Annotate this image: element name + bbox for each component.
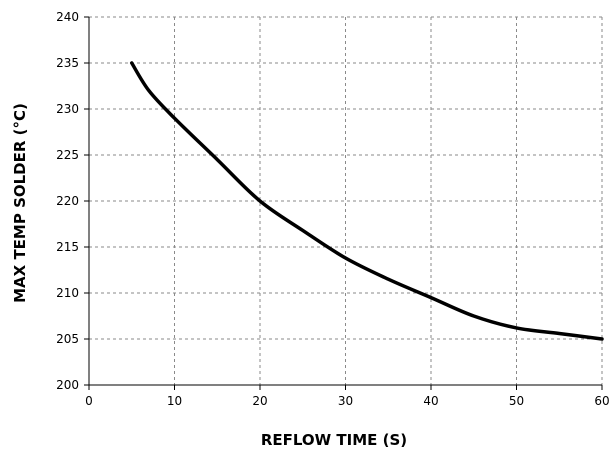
y-tick-label: 225 — [56, 148, 79, 162]
y-tick-label: 210 — [56, 286, 79, 300]
tick-labels: 0 10 20 30 40 50 60 200 205 210 215 220 225 230 235 240 — [56, 10, 610, 408]
x-tick-label: 50 — [509, 394, 524, 408]
y-tick-label: 205 — [56, 332, 79, 346]
y-tick-label: 215 — [56, 240, 79, 254]
y-tick-label: 200 — [56, 378, 79, 392]
series-layer — [130, 61, 604, 341]
y-tick-label: 240 — [56, 10, 79, 24]
series-line — [130, 61, 604, 341]
y-tick-label: 230 — [56, 102, 79, 116]
x-tick-label: 30 — [338, 394, 353, 408]
x-tick-label: 60 — [594, 394, 609, 408]
x-tick-label: 10 — [167, 394, 182, 408]
x-tick-label: 20 — [252, 394, 267, 408]
x-tick-label: 0 — [85, 394, 93, 408]
x-tick-label: 40 — [423, 394, 438, 408]
y-axis-title: MAX TEMP SOLDER (°C) — [11, 103, 29, 303]
axes — [84, 16, 603, 390]
x-axis-title: REFLOW TIME (S) — [261, 431, 407, 449]
y-tick-label: 220 — [56, 194, 79, 208]
grid-lines — [89, 16, 603, 385]
y-tick-label: 235 — [56, 56, 79, 70]
